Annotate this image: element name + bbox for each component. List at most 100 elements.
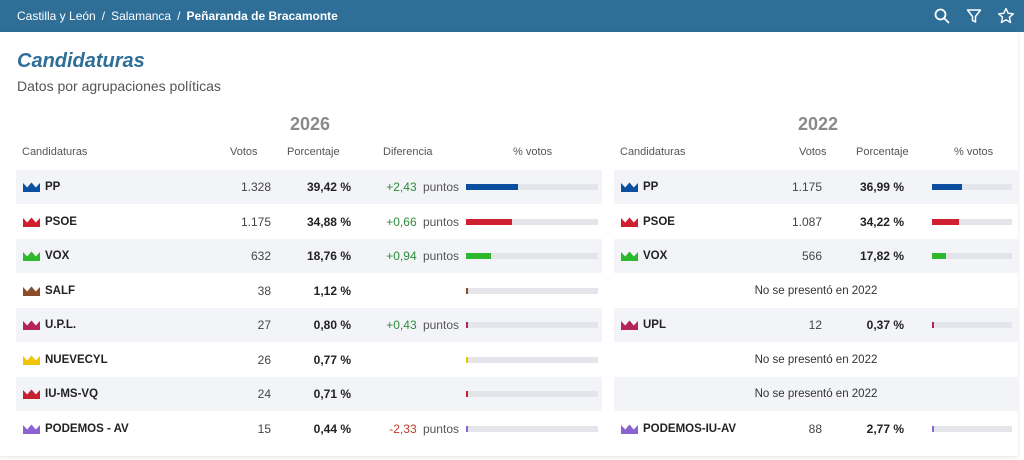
votes-value: 632 bbox=[250, 249, 271, 263]
party-name: UPL bbox=[621, 308, 666, 342]
table-row[interactable]: PODEMOS - AV 15 0,44 % -2,33 puntos bbox=[16, 411, 602, 446]
party-label: SALF bbox=[45, 284, 76, 297]
percentage-value: 0,80 % bbox=[313, 318, 351, 332]
breadcrumb-item-region[interactable]: Castilla y León bbox=[17, 9, 96, 23]
percentage-value: 18,76 % bbox=[306, 249, 351, 263]
percentage-value: 1,12 % bbox=[313, 283, 351, 298]
vote-share-bar bbox=[466, 425, 598, 432]
top-icons bbox=[932, 6, 1016, 26]
party-logo-icon bbox=[23, 182, 40, 192]
table-row[interactable]: SALF 38 1,12 % bbox=[16, 273, 602, 308]
year-2022-heading: 2022 bbox=[798, 114, 839, 134]
party-logo-icon bbox=[23, 355, 40, 365]
vote-share-bar bbox=[932, 425, 1012, 432]
table-row[interactable]: PSOE 1.175 34,88 % +0,66 puntos bbox=[16, 204, 602, 239]
difference-unit: puntos bbox=[419, 249, 459, 263]
col-header-vote-bar: % votos bbox=[513, 146, 553, 158]
table-row[interactable]: No se presentó en 2022 bbox=[614, 377, 1018, 411]
page-subtitle: Datos por agrupaciones políticas bbox=[17, 78, 221, 94]
vote-share-bar bbox=[466, 253, 598, 259]
party-name: PSOE bbox=[621, 205, 675, 239]
party-name: NUEVECYL bbox=[23, 343, 108, 377]
votes-value: 24 bbox=[257, 387, 271, 401]
vote-share-bar-fill bbox=[466, 322, 468, 328]
party-name: U.P.L. bbox=[23, 308, 76, 342]
table-row[interactable]: No se presentó en 2022 bbox=[614, 342, 1018, 377]
difference-unit: puntos bbox=[419, 318, 459, 332]
votes-value: 1.328 bbox=[240, 180, 271, 194]
party-label: PODEMOS-IU-AV bbox=[643, 422, 737, 435]
party-name: SALF bbox=[23, 274, 75, 308]
percentage-value: 0,37 % bbox=[866, 318, 904, 332]
vote-share-bar bbox=[466, 356, 598, 363]
party-logo-icon bbox=[621, 320, 638, 330]
table-row[interactable]: PP 1.328 39,42 % +2,43 puntos bbox=[16, 170, 602, 204]
table-row[interactable]: VOX 632 18,76 % +0,94 puntos bbox=[16, 239, 602, 273]
breadcrumb-separator: / bbox=[177, 9, 181, 23]
percentage-value: 2,77 % bbox=[866, 421, 904, 436]
star-icon[interactable] bbox=[996, 6, 1016, 26]
party-name: PODEMOS - AV bbox=[23, 412, 129, 446]
vote-share-bar-fill bbox=[466, 425, 468, 432]
party-name: PP bbox=[23, 170, 60, 204]
percentage-value: 0,44 % bbox=[313, 421, 351, 436]
breadcrumb-separator: / bbox=[101, 9, 106, 23]
search-icon[interactable] bbox=[932, 6, 952, 26]
vote-share-bar-fill bbox=[932, 253, 947, 259]
difference-value: +0,66 puntos bbox=[361, 205, 459, 239]
table-row[interactable]: PP 1.175 36,99 % bbox=[614, 170, 1018, 204]
party-logo-icon bbox=[23, 320, 40, 330]
difference-number: +0,66 bbox=[386, 214, 417, 229]
top-bar: Castilla y León / Salamanca / Peñaranda de B… bbox=[0, 0, 1024, 32]
percentage-value: 34,22 % bbox=[859, 214, 904, 229]
votes-value: 1.087 bbox=[791, 214, 822, 229]
table-row[interactable]: U.P.L. 27 0,80 % +0,43 puntos bbox=[16, 308, 602, 342]
table-row[interactable]: VOX 566 17,82 % bbox=[614, 239, 1018, 273]
party-logo-icon bbox=[621, 424, 638, 434]
percentage-value: 17,82 % bbox=[859, 249, 904, 263]
party-label: PODEMOS - AV bbox=[45, 422, 129, 435]
percentage-value: 0,71 % bbox=[313, 387, 351, 401]
breadcrumb: Castilla y León / Salamanca / Peñaranda de B… bbox=[17, 9, 338, 23]
party-label: IU-MS-VQ bbox=[45, 388, 99, 400]
party-logo-icon bbox=[23, 424, 40, 434]
party-label: VOX bbox=[45, 250, 70, 262]
breadcrumb-item-province[interactable]: Salamanca bbox=[111, 9, 172, 23]
table-row[interactable]: PSOE 1.087 34,22 % bbox=[614, 204, 1018, 239]
candidaturas-card: Candidaturas Datos por agrupaciones polí… bbox=[0, 32, 1018, 456]
not-presented-note: No se presentó en 2022 bbox=[754, 353, 878, 366]
vote-share-bar-fill bbox=[466, 287, 468, 294]
vote-share-bar-fill bbox=[466, 356, 468, 363]
party-name: PODEMOS-IU-AV bbox=[621, 412, 736, 446]
table-row[interactable]: No se presentó en 2022 bbox=[614, 273, 1018, 308]
table-row[interactable]: NUEVECYL 26 0,77 % bbox=[16, 342, 602, 377]
party-logo-icon bbox=[23, 251, 40, 261]
votes-value: 1.175 bbox=[791, 180, 822, 194]
not-presented-note: No se presentó en 2022 bbox=[754, 284, 878, 297]
votes-value: 88 bbox=[808, 421, 822, 436]
vote-share-bar-fill bbox=[466, 218, 513, 225]
party-logo-icon bbox=[23, 286, 40, 296]
col-header-vote-bar: % votos bbox=[954, 146, 994, 158]
vote-share-bar bbox=[466, 218, 598, 225]
votes-value: 1.175 bbox=[240, 214, 271, 229]
party-label: UPL bbox=[643, 319, 666, 331]
table-row[interactable]: IU-MS-VQ 24 0,71 % bbox=[16, 377, 602, 411]
vote-share-bar-fill bbox=[932, 322, 934, 328]
filter-icon[interactable] bbox=[964, 6, 984, 26]
col-header-party: Candidaturas bbox=[620, 146, 686, 158]
difference-value: -2,33 puntos bbox=[361, 412, 459, 446]
table-row[interactable]: PODEMOS-IU-AV 88 2,77 % bbox=[614, 411, 1018, 446]
votes-value: 566 bbox=[801, 249, 822, 263]
table-row[interactable]: UPL 12 0,37 % bbox=[614, 308, 1018, 342]
votes-value: 12 bbox=[808, 318, 822, 332]
party-logo-icon bbox=[621, 182, 638, 192]
votes-value: 26 bbox=[257, 352, 271, 367]
year-2026-heading: 2026 bbox=[290, 114, 331, 134]
vote-share-bar bbox=[466, 184, 598, 190]
difference-unit: puntos bbox=[419, 214, 459, 229]
vote-share-bar bbox=[466, 322, 598, 328]
difference-value: +0,43 puntos bbox=[361, 308, 459, 342]
col-header-votes: Votos bbox=[799, 146, 827, 158]
col-header-percentage: Porcentaje bbox=[856, 146, 909, 158]
